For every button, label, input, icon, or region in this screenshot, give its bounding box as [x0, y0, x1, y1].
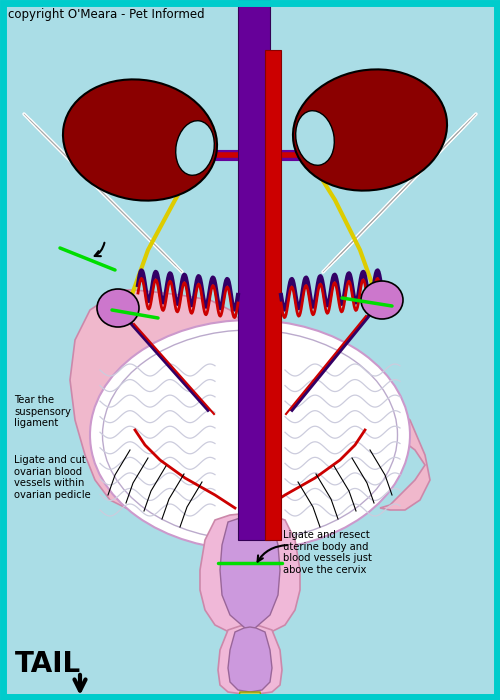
Polygon shape [218, 625, 282, 695]
Text: Ligate and cut
ovarian blood
vessels within
ovarian pedicle: Ligate and cut ovarian blood vessels wit… [14, 455, 91, 500]
Bar [265, 50, 281, 540]
Ellipse shape [293, 69, 447, 190]
Ellipse shape [361, 281, 403, 319]
Ellipse shape [90, 320, 410, 550]
Ellipse shape [296, 111, 335, 165]
Polygon shape [70, 290, 430, 512]
Bar [238, 0, 270, 540]
Polygon shape [220, 517, 280, 630]
Text: Ligate and resect
uterine body and
blood vessels just
above the cervix: Ligate and resect uterine body and blood… [283, 530, 372, 575]
Ellipse shape [176, 120, 214, 175]
Text: Tear the
suspensory
ligament: Tear the suspensory ligament [14, 395, 71, 428]
Ellipse shape [97, 289, 139, 327]
Ellipse shape [102, 330, 398, 540]
Polygon shape [228, 627, 272, 692]
Polygon shape [200, 513, 300, 638]
Ellipse shape [63, 79, 217, 201]
Text: TAIL: TAIL [15, 650, 81, 678]
Polygon shape [238, 692, 262, 700]
Text: copyright O'Meara - Pet Informed: copyright O'Meara - Pet Informed [8, 8, 204, 21]
